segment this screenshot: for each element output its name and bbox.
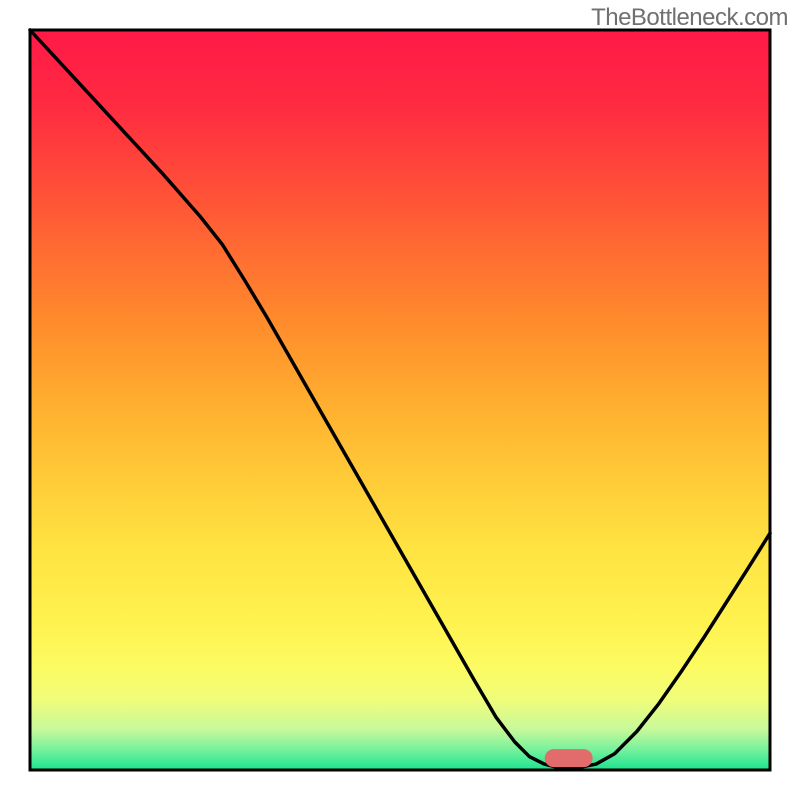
watermark-text: TheBottleneck.com [591,4,788,32]
chart-container: TheBottleneck.com [0,0,800,800]
plot-gradient-background [30,30,770,770]
chart-svg [0,0,800,800]
optimum-marker [545,749,593,767]
